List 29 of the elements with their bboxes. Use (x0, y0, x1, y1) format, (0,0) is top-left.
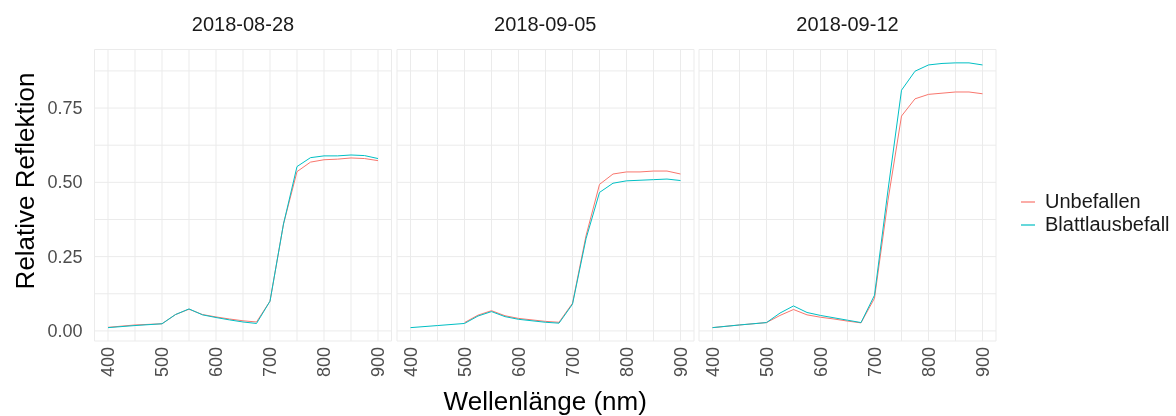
x-tick-label: 800 (616, 347, 637, 378)
x-tick-label: 800 (314, 347, 334, 378)
chart-title: 2018-08-28 (191, 13, 295, 35)
x-tick-label: 600 (508, 347, 529, 378)
x-tick-label: 500 (152, 347, 172, 378)
chart-title: 2018-09-05 (494, 13, 597, 35)
x-tick-label: 900 (972, 347, 993, 378)
x-tick-label: 900 (670, 347, 691, 378)
x-tick-label: 700 (260, 347, 280, 378)
legend-label: Blattlausbefall (1045, 213, 1170, 237)
chart-title: 2018-09-12 (796, 13, 899, 35)
x-tick-label: 400 (400, 347, 421, 378)
x-tick-label: 400 (702, 347, 723, 378)
legend-label: Unbefallen (1045, 190, 1141, 214)
x-tick-label: 600 (810, 347, 831, 378)
x-tick-label: 500 (756, 347, 777, 378)
x-tick-label: 400 (98, 347, 118, 378)
y-tick-label: 0.75 (47, 98, 83, 119)
x-tick-label: 700 (864, 347, 885, 378)
y-axis-title: Relative Reflektion (10, 72, 40, 290)
x-tick-label: 900 (368, 347, 388, 378)
x-tick-label: 600 (206, 347, 226, 378)
x-tick-label: 500 (454, 347, 475, 378)
y-tick-label: 0.50 (47, 172, 83, 193)
x-axis-title: Wellenlänge (nm) (443, 386, 647, 416)
x-tick-label: 800 (918, 347, 939, 378)
y-tick-label: 0.00 (47, 320, 83, 341)
y-tick-label: 0.25 (47, 246, 83, 267)
x-tick-label: 700 (562, 347, 583, 378)
